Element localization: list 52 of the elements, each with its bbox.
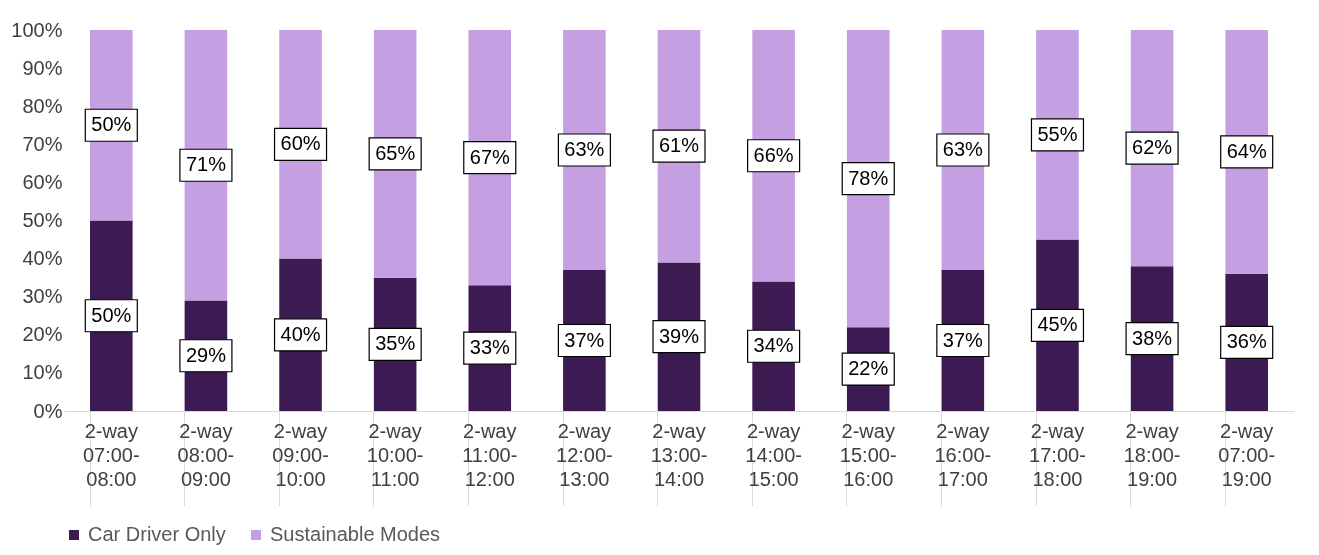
y-tick-label: 60% [22, 170, 63, 193]
y-tick-label: 80% [22, 94, 63, 117]
x-tick-label: 2-way 07:00-19:00 [1218, 419, 1276, 490]
legend-label: Sustainable Modes [270, 523, 441, 545]
text: 61% [658, 134, 700, 157]
legend-label: Car Driver Only [88, 523, 226, 545]
text: 66% [753, 143, 794, 166]
text: 63% [564, 138, 605, 161]
text: 22% [848, 357, 889, 380]
y-tick-label: 40% [22, 247, 63, 270]
text: 37% [942, 328, 983, 351]
text: 29% [185, 343, 226, 366]
text: 63% [942, 138, 983, 161]
text: 34% [753, 334, 794, 357]
x-tick-label: 2-way 12:00-13:00 [556, 419, 613, 490]
text: 37% [564, 328, 605, 351]
text: 78% [848, 166, 889, 189]
text: 60% [280, 132, 321, 155]
text: 40% [280, 322, 321, 345]
x-tick-label: 2-way 13:00-14:00 [650, 419, 708, 490]
text: 38% [1132, 326, 1173, 349]
x-tick-label: 2-way 08:00-09:00 [177, 419, 235, 490]
x-tick-label: 2-way 11:00-12:00 [462, 419, 518, 490]
x-tick-label: 2-way 10:00-11:00 [366, 419, 424, 490]
x-tick-label: 2-way 17:00-18:00 [1029, 419, 1086, 490]
y-tick-label: 70% [22, 132, 63, 155]
text: 71% [185, 153, 226, 176]
x-tick-label: 2-way 09:00-10:00 [272, 419, 329, 490]
x-tick-label: 2-way 15:00-16:00 [839, 419, 897, 490]
x-tick-label: 2-way 18:00-19:00 [1123, 419, 1181, 490]
text: 50% [91, 303, 132, 326]
text: 50% [91, 113, 132, 136]
text: 35% [375, 332, 416, 355]
text: 33% [469, 336, 510, 359]
text: 62% [1132, 136, 1173, 159]
x-tick-label: 2-way 14:00-15:00 [745, 419, 802, 490]
text: 39% [658, 324, 700, 347]
y-tick-label: 10% [22, 361, 63, 384]
text: 45% [1037, 313, 1078, 336]
text: 36% [1226, 330, 1267, 353]
y-tick-label: 30% [22, 285, 63, 308]
y-tick-label: 20% [22, 323, 63, 346]
text: 65% [375, 141, 416, 164]
text: 64% [1226, 139, 1267, 162]
x-tick-label: 2-way 16:00-17:00 [934, 419, 992, 490]
x-tick-label: 2-way 07:00-08:00 [82, 419, 140, 490]
y-tick-label: 100% [11, 18, 63, 41]
text: 67% [469, 145, 510, 168]
y-tick-label: 90% [22, 56, 63, 79]
text: 55% [1037, 122, 1078, 145]
y-tick-label: 50% [22, 209, 63, 231]
y-tick-label: 0% [33, 399, 63, 422]
